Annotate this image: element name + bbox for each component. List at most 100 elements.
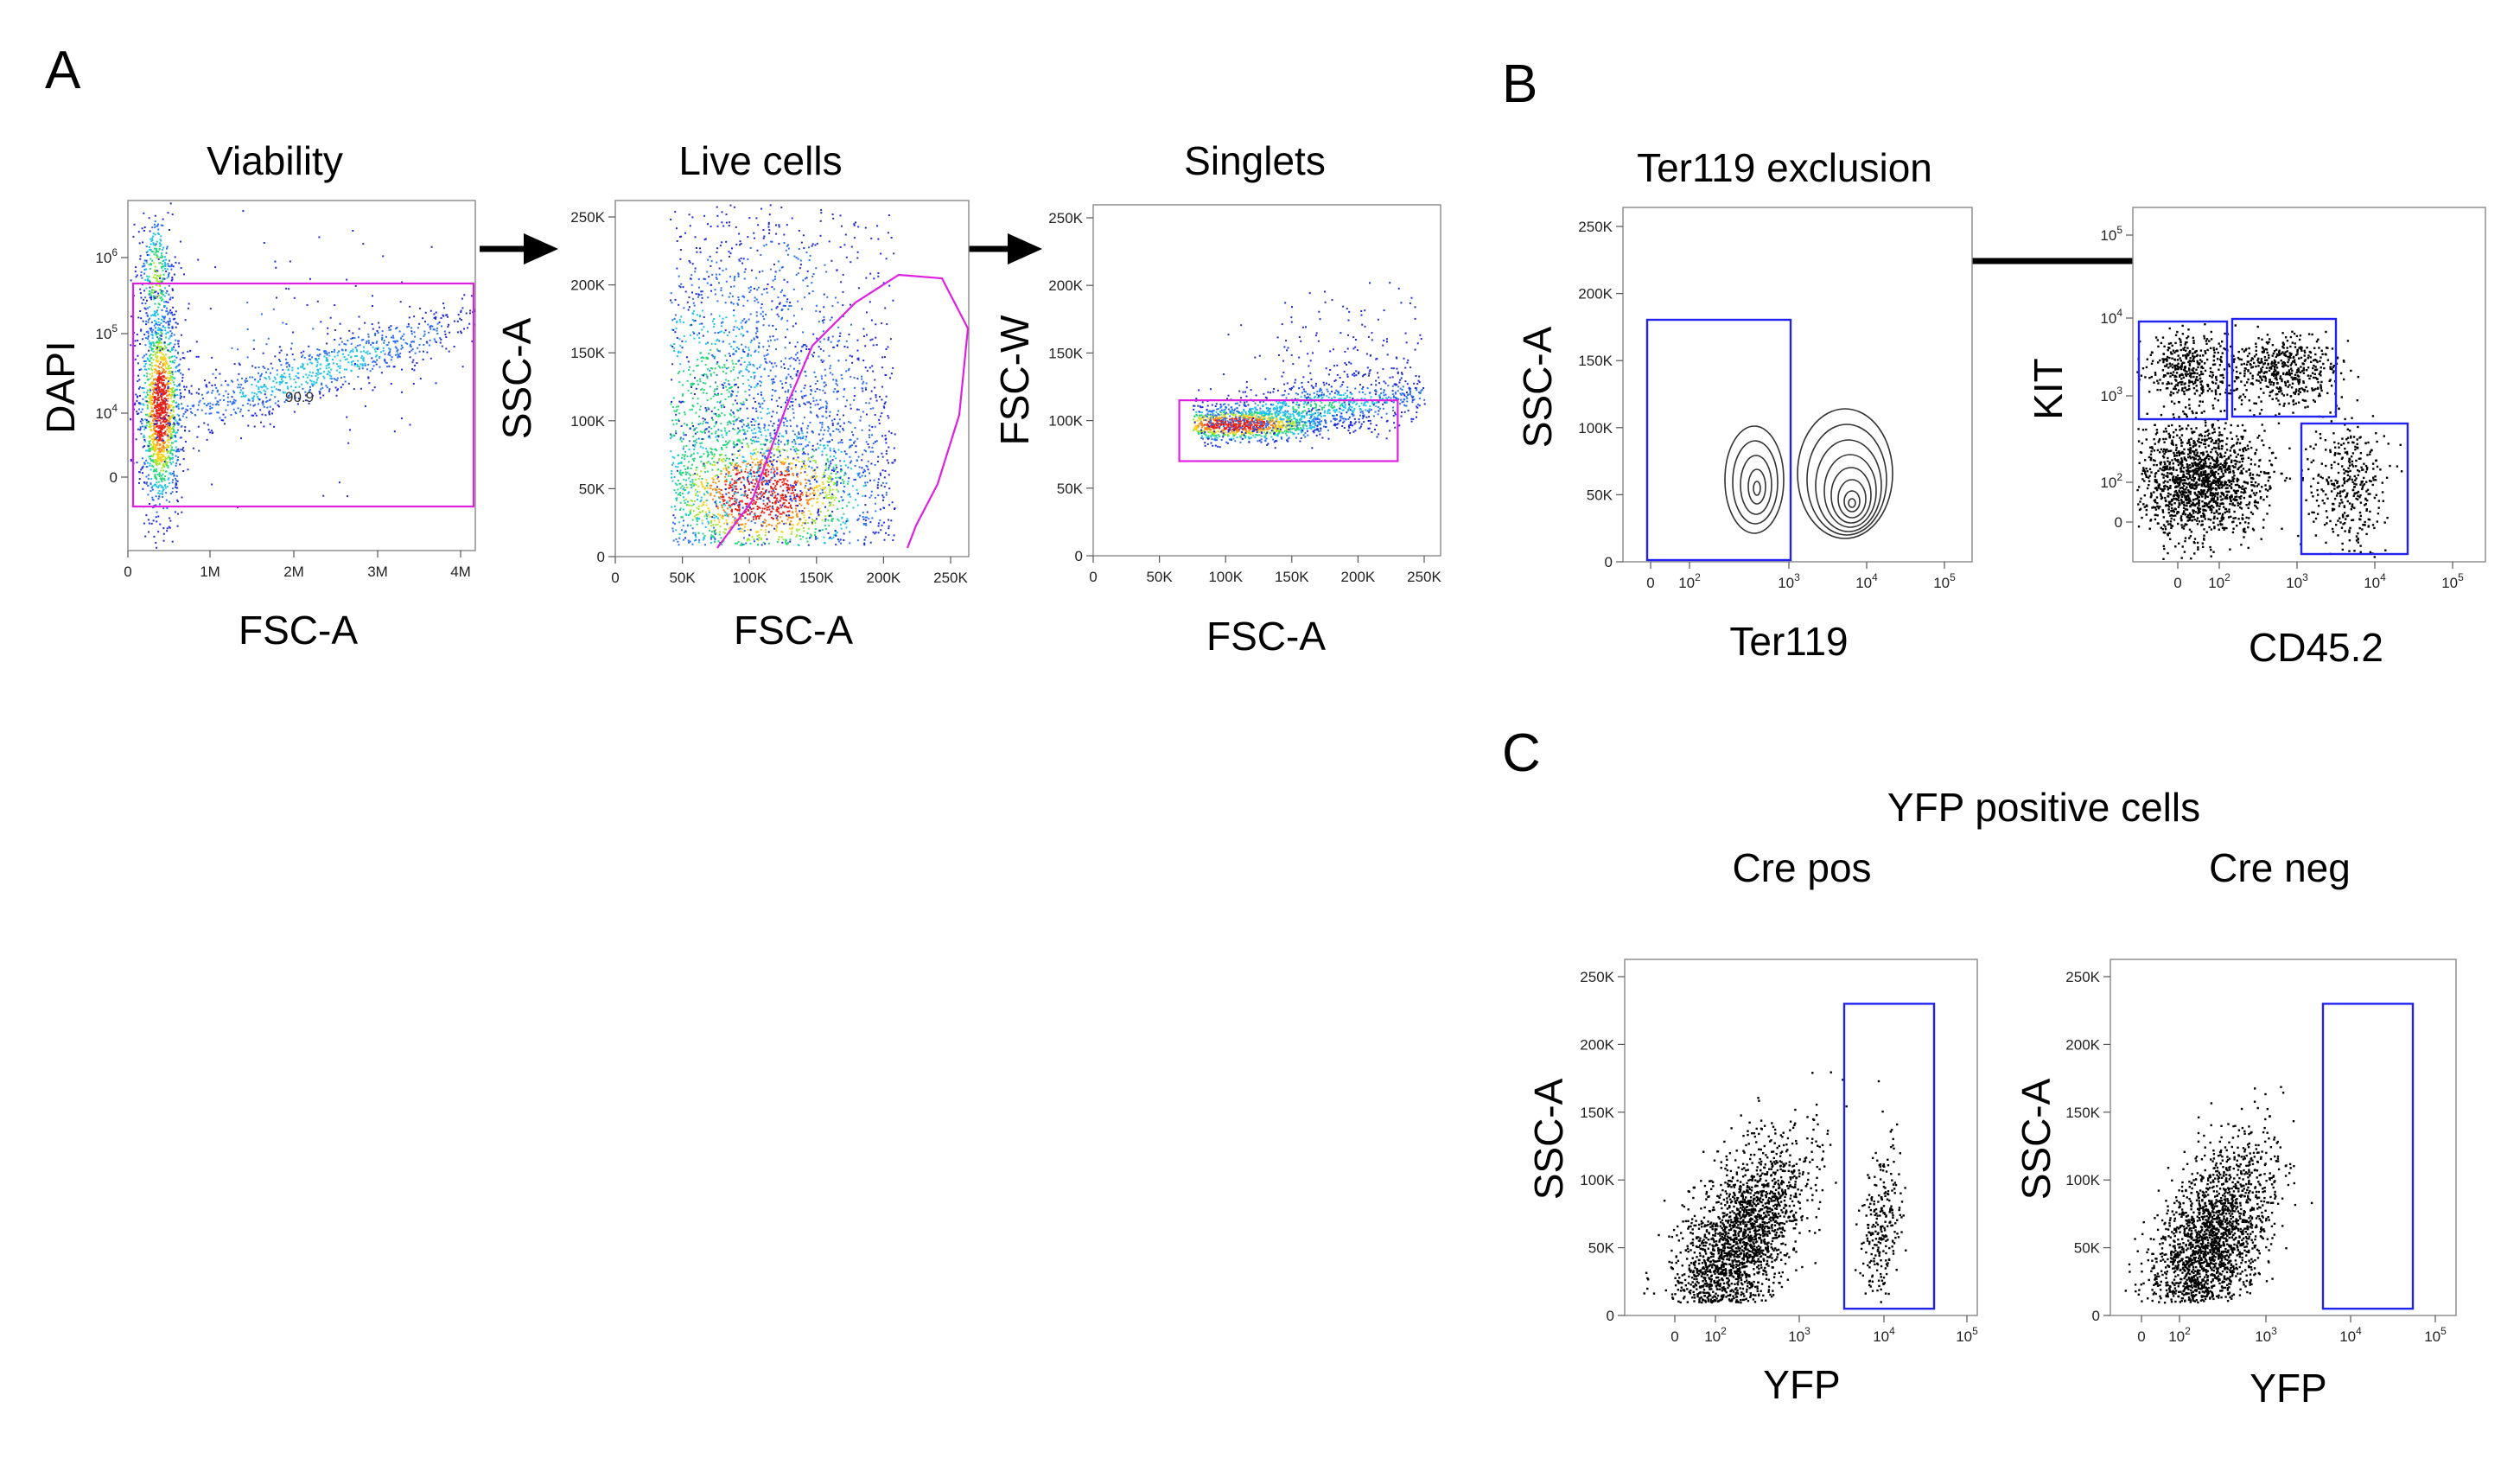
- density-point: [719, 497, 722, 500]
- density-point: [702, 447, 704, 449]
- density-point: [166, 277, 169, 279]
- density-point: [168, 450, 170, 453]
- density-point: [684, 498, 687, 500]
- density-point: [748, 481, 750, 483]
- density-point: [839, 465, 842, 467]
- density-point: [157, 258, 160, 260]
- density-point: [790, 520, 792, 523]
- density-point: [745, 542, 748, 545]
- density-point: [753, 397, 755, 399]
- density-point: [731, 483, 734, 486]
- density-point: [771, 487, 773, 489]
- density-point: [746, 425, 748, 427]
- density-point: [701, 442, 703, 444]
- density-point: [172, 479, 174, 481]
- density-point: [722, 500, 725, 502]
- density-point: [174, 416, 176, 418]
- density-point: [684, 455, 685, 458]
- density-point: [271, 412, 273, 415]
- density-point: [161, 480, 163, 482]
- density-point: [781, 531, 784, 533]
- density-point: [713, 372, 716, 374]
- density-point: [149, 246, 150, 248]
- density-point: [829, 477, 831, 480]
- density-point: [757, 468, 759, 470]
- density-point: [316, 354, 319, 357]
- density-point: [237, 379, 239, 381]
- density-point: [166, 331, 169, 334]
- density-point: [679, 507, 682, 510]
- density-point: [152, 499, 155, 501]
- density-point: [765, 532, 767, 533]
- density-point: [364, 405, 366, 408]
- density-point: [227, 393, 230, 396]
- density-point: [156, 275, 159, 277]
- density-point: [315, 381, 318, 384]
- density-point: [268, 411, 270, 414]
- density-point: [162, 477, 164, 480]
- density-point: [698, 491, 701, 494]
- density-point: [699, 405, 702, 408]
- density-point: [737, 273, 740, 276]
- density-point: [724, 511, 727, 513]
- density-point: [302, 387, 304, 390]
- density-point: [144, 535, 147, 538]
- density-point: [751, 443, 754, 445]
- density-point: [728, 496, 730, 499]
- density-point: [165, 419, 168, 422]
- density-point: [167, 398, 169, 400]
- density-point: [699, 315, 702, 317]
- density-point: [358, 315, 360, 318]
- density-point: [850, 438, 852, 441]
- density-point: [163, 267, 166, 270]
- density-point: [162, 370, 164, 373]
- density-point: [690, 383, 692, 385]
- density-point: [278, 381, 281, 383]
- density-point: [713, 412, 716, 415]
- density-point: [679, 436, 682, 439]
- density-point: [306, 303, 309, 306]
- density-point: [816, 475, 818, 478]
- density-point: [785, 541, 786, 544]
- density-point: [153, 253, 156, 256]
- density-point: [774, 276, 776, 278]
- density-point: [849, 531, 851, 533]
- density-point: [171, 436, 174, 439]
- density-point: [781, 462, 784, 465]
- density-point: [717, 468, 720, 471]
- density-point: [733, 493, 735, 495]
- density-point: [710, 525, 713, 527]
- density-point: [699, 455, 702, 458]
- density-point: [762, 500, 765, 502]
- density-point: [775, 365, 778, 367]
- density-point: [162, 455, 165, 457]
- density-point: [164, 484, 167, 487]
- density-point: [743, 478, 746, 481]
- density-point: [728, 492, 730, 494]
- density-point: [143, 374, 145, 377]
- density-point: [169, 372, 171, 374]
- density-point: [748, 385, 750, 387]
- density-point: [160, 358, 162, 360]
- density-point: [784, 347, 786, 349]
- density-point: [777, 424, 780, 426]
- density-point: [770, 440, 773, 443]
- density-point: [161, 396, 163, 398]
- density-point: [392, 336, 395, 339]
- density-point: [828, 497, 830, 500]
- density-point: [219, 399, 221, 401]
- density-point: [704, 364, 707, 366]
- density-point: [677, 494, 679, 496]
- density-point: [697, 398, 699, 400]
- density-point: [695, 411, 697, 414]
- density-point: [162, 347, 163, 350]
- density-point: [761, 270, 764, 272]
- density-point: [733, 366, 735, 368]
- density-point: [176, 422, 179, 424]
- density-point: [816, 498, 818, 500]
- density-point: [137, 340, 139, 341]
- density-point: [755, 311, 758, 314]
- density-point: [799, 502, 801, 505]
- density-point: [300, 352, 302, 354]
- density-point: [350, 369, 353, 372]
